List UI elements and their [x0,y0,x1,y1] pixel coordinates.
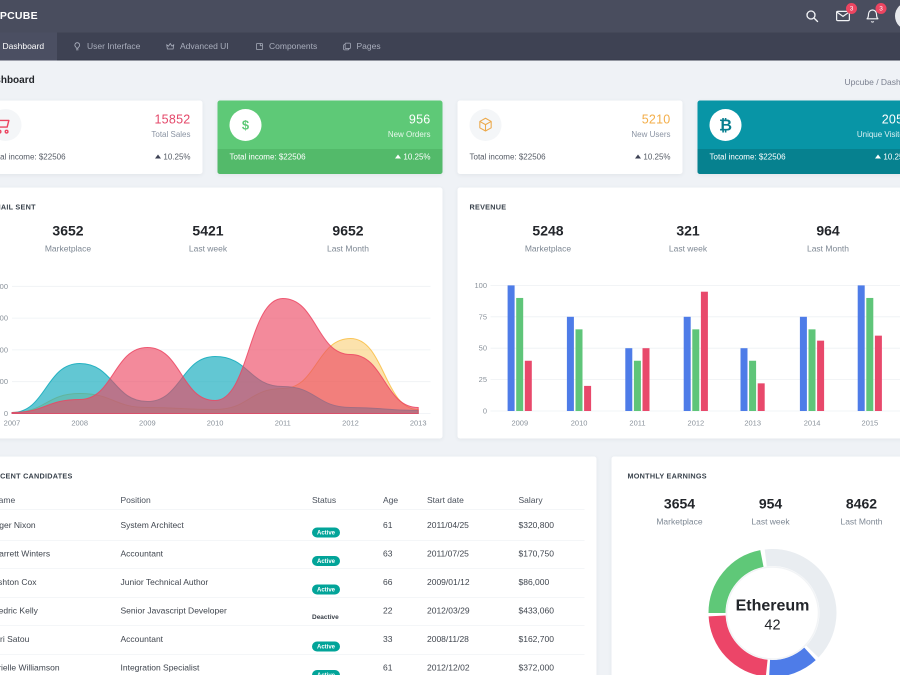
svg-text:42: 42 [764,618,780,634]
svg-text:2012: 2012 [342,419,359,428]
svg-text:400: 400 [0,282,8,291]
svg-text:0: 0 [4,409,8,418]
svg-text:2014: 2014 [804,419,821,428]
svg-text:2012: 2012 [688,419,705,428]
svg-text:2008: 2008 [71,419,88,428]
svg-text:100: 100 [0,377,8,386]
svg-text:50: 50 [479,344,487,353]
svg-text:100: 100 [474,281,487,290]
svg-text:0: 0 [483,407,487,416]
svg-text:2011: 2011 [629,419,645,428]
svg-text:200: 200 [0,345,8,354]
svg-text:2013: 2013 [410,419,427,428]
svg-text:2010: 2010 [207,419,224,428]
svg-text:2015: 2015 [862,419,879,428]
svg-text:25: 25 [479,375,487,384]
svg-text:2013: 2013 [744,419,761,428]
svg-text:75: 75 [479,312,487,321]
svg-text:Ethereum: Ethereum [736,598,810,615]
svg-text:300: 300 [0,314,8,323]
svg-text:2007: 2007 [4,419,21,428]
svg-text:2009: 2009 [511,419,528,428]
svg-text:2010: 2010 [571,419,588,428]
svg-text:2009: 2009 [139,419,156,428]
svg-text:2011: 2011 [275,419,291,428]
